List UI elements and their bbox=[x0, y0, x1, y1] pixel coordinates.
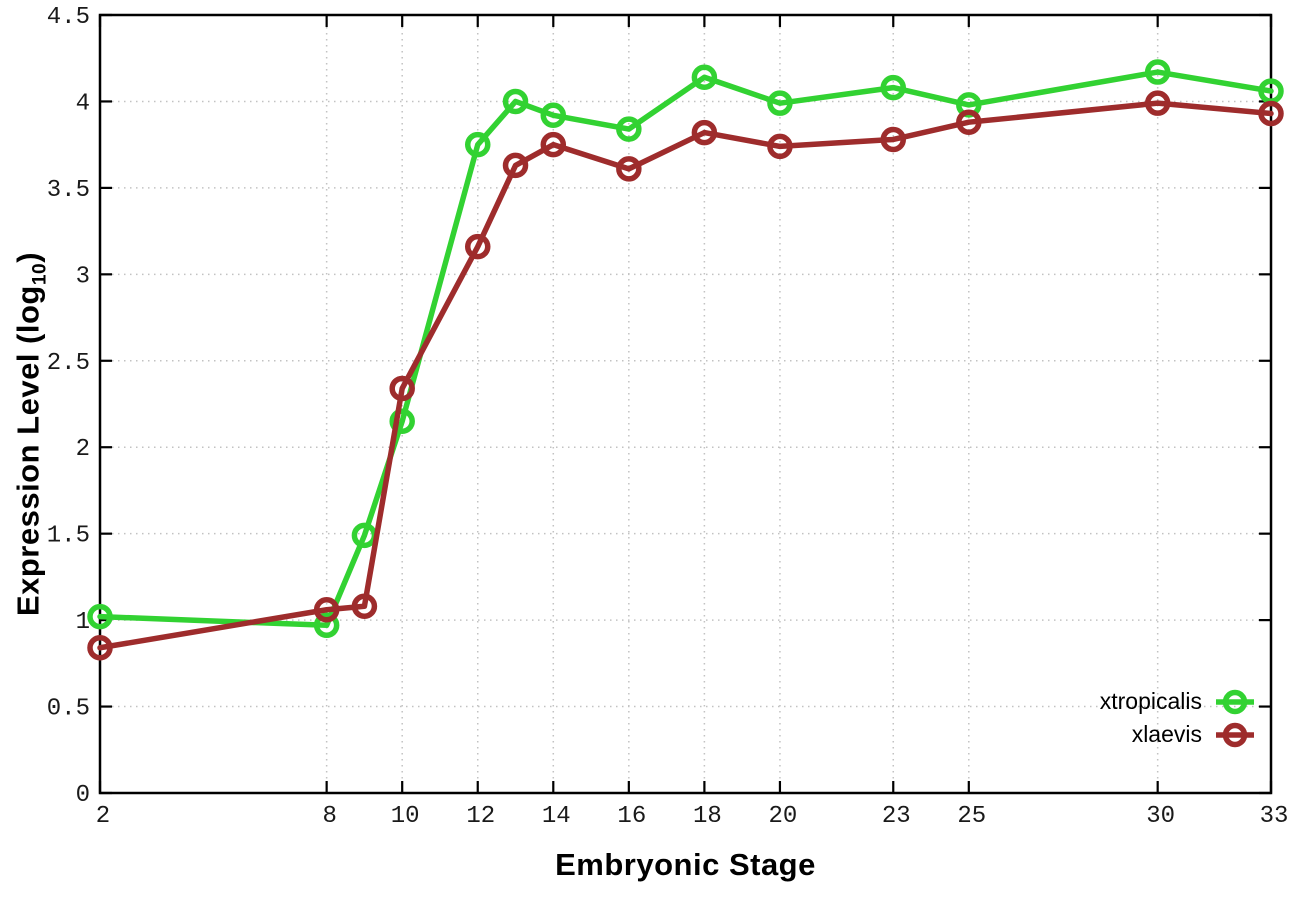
xlaevis-point bbox=[691, 119, 718, 146]
y-tick-label: 3 bbox=[76, 263, 90, 290]
x-tick-label: 12 bbox=[466, 803, 495, 830]
xtropicalis-point bbox=[389, 408, 415, 435]
x-tick-label: 18 bbox=[693, 803, 722, 830]
x-tick-label: 33 bbox=[1260, 803, 1289, 830]
xlaevis-point bbox=[464, 233, 491, 260]
y-tick-label: 0.5 bbox=[47, 696, 90, 723]
xtropicalis-point bbox=[767, 90, 793, 116]
y-tick-label: 4 bbox=[76, 90, 90, 117]
xlaevis-point bbox=[1144, 90, 1171, 116]
xlaevis-point bbox=[1258, 100, 1284, 127]
xtropicalis-series-marker-icon bbox=[1216, 689, 1254, 714]
xlaevis-point bbox=[540, 131, 567, 158]
legend-item-xtropicalis: xtropicalis bbox=[1100, 686, 1256, 717]
xlaevis-point bbox=[389, 375, 415, 402]
x-tick-label: 8 bbox=[322, 803, 336, 830]
xtropicalis-point bbox=[313, 612, 340, 639]
xlaevis-point bbox=[616, 156, 642, 182]
xtropicalis-point bbox=[691, 64, 718, 90]
xlaevis-point bbox=[313, 596, 340, 623]
x-tick-label: 10 bbox=[391, 803, 420, 830]
y-axis-title-close: ) bbox=[10, 251, 46, 263]
xlaevis-point bbox=[880, 126, 907, 153]
xtropicalis-line bbox=[97, 69, 1274, 629]
legend: xtropicalis xlaevis bbox=[1100, 686, 1256, 750]
y-tick-label: 3.5 bbox=[47, 177, 90, 204]
legend-label-xlaevis: xlaevis bbox=[1131, 721, 1202, 747]
xtropicalis-point bbox=[464, 131, 491, 158]
x-tick-label: 14 bbox=[542, 803, 571, 830]
xlaevis-point bbox=[956, 109, 982, 135]
y-tick-label: 2.5 bbox=[47, 350, 90, 377]
y-tick-label: 1.5 bbox=[47, 523, 90, 550]
xtropicalis-point bbox=[1144, 59, 1171, 85]
xlaevis-point bbox=[351, 593, 378, 620]
xtropicalis-point bbox=[880, 74, 907, 101]
x-tick-label: 16 bbox=[617, 803, 646, 830]
xtropicalis-point bbox=[616, 116, 642, 142]
y-tick-label: 1 bbox=[76, 609, 90, 636]
y-tick-label: 2 bbox=[76, 436, 90, 463]
xlaevis-point bbox=[767, 133, 793, 160]
y-tick-label: 4.5 bbox=[47, 4, 90, 31]
legend-item-xlaevis: xlaevis bbox=[1100, 719, 1256, 750]
xlaevis-point bbox=[502, 152, 529, 179]
plot-border bbox=[98, 13, 1273, 795]
xtropicalis-point bbox=[502, 88, 529, 115]
x-axis-title: Embryonic Stage bbox=[555, 847, 816, 882]
x-tick-label: 23 bbox=[882, 803, 911, 830]
x-tick-label: 2 bbox=[96, 803, 110, 830]
xtropicalis-point bbox=[540, 102, 567, 129]
xtropicalis-point bbox=[87, 603, 113, 630]
y-tick-label: 0 bbox=[76, 782, 90, 809]
y-axis-title-subscript: 10 bbox=[29, 262, 51, 286]
xlaevis-series-marker-icon bbox=[1216, 722, 1254, 747]
y-axis-title-text: Expression Level (log bbox=[10, 285, 46, 617]
xlaevis-point bbox=[87, 635, 113, 661]
x-tick-label: 30 bbox=[1146, 803, 1175, 830]
y-axis-title: Expression Level (log10) bbox=[10, 252, 51, 616]
x-tick-label: 25 bbox=[957, 803, 986, 830]
x-tick-label: 20 bbox=[769, 803, 798, 830]
xlaevis-line bbox=[97, 100, 1274, 651]
legend-label-xtropicalis: xtropicalis bbox=[1099, 688, 1202, 714]
